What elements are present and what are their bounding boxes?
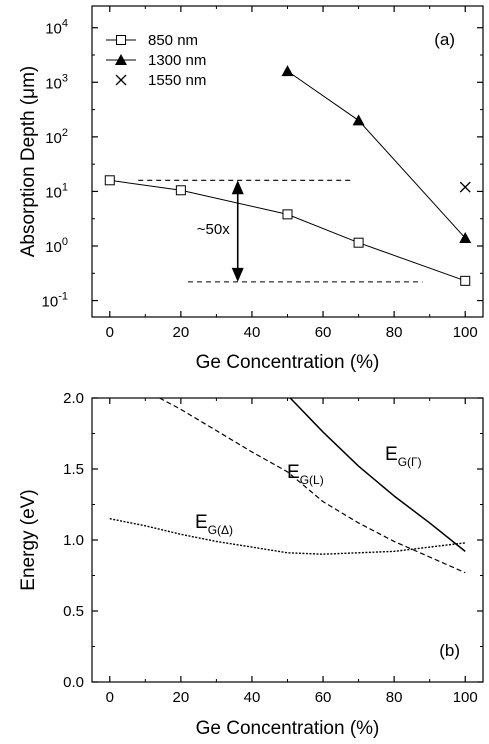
legend-label-2: 1550 nm — [148, 72, 206, 89]
x-tick-label-a: 60 — [315, 324, 332, 341]
data-point-series-1 — [281, 65, 294, 77]
data-point-series-1 — [459, 232, 472, 244]
series-line-1 — [287, 70, 466, 239]
y-tick-label-a: 100 — [45, 236, 68, 256]
x-tick-label-b: 80 — [386, 689, 403, 706]
panel-label-b: (b) — [439, 641, 460, 660]
curve-label-subscript: G(Δ) — [208, 523, 233, 537]
y-tick-exponent: 4 — [62, 18, 68, 30]
series-line-0 — [109, 179, 466, 282]
curve-label-subscript: G(Γ) — [398, 455, 422, 469]
y-tick-label-b: 0.5 — [63, 603, 84, 620]
legend-marker-0 — [116, 35, 126, 45]
x-tick-label-b: 40 — [244, 689, 261, 706]
data-point-series-0 — [282, 209, 293, 220]
curve-label-2: EG(Δ) — [195, 512, 233, 537]
curve-label-main: E — [287, 462, 300, 483]
x-axis-label-a: Ge Concentration (%) — [196, 352, 380, 373]
legend-marker-2 — [115, 74, 127, 86]
legend-label-0: 850 nm — [148, 32, 198, 49]
y-axis-label-a: Absorption Depth (μm) — [18, 66, 39, 258]
curve-label-main: E — [195, 512, 208, 533]
y-tick-exponent: -1 — [58, 291, 68, 303]
x-tick-label-b: 100 — [453, 689, 478, 706]
y-axis-label-prefix: Absorption Depth ( — [18, 98, 39, 257]
data-point-series-2 — [459, 181, 471, 193]
y-tick-exponent: 0 — [62, 236, 68, 248]
x-tick-label-a: 100 — [453, 324, 478, 341]
y-tick-base: 10 — [45, 75, 62, 92]
plot-frame-b — [91, 397, 484, 683]
annotation-arrow-head-up — [231, 180, 244, 195]
y-axis-label-unit: μm — [18, 72, 39, 99]
curve-label-subscript: G(L) — [300, 473, 324, 487]
y-tick-label-a: 101 — [45, 181, 68, 201]
x-tick-label-a: 20 — [173, 324, 190, 341]
series-curve-solid — [289, 398, 466, 552]
y-tick-exponent: 1 — [62, 181, 68, 193]
y-tick-base: 10 — [42, 294, 59, 311]
y-tick-base: 10 — [45, 21, 62, 38]
y-tick-label-a: 102 — [45, 127, 68, 147]
series-curve-dotted — [109, 518, 466, 555]
y-axis-label-suffix: ) — [18, 66, 39, 72]
y-tick-exponent: 2 — [62, 127, 68, 139]
legend-marker-1 — [115, 54, 127, 65]
data-point-series-0 — [353, 237, 364, 248]
x-tick-label-a: 80 — [386, 324, 403, 341]
y-tick-label-a: 104 — [45, 18, 68, 38]
y-axis-label-b: Energy (eV) — [18, 489, 39, 590]
y-tick-label-a: 103 — [45, 72, 68, 92]
annotation-label: ~50x — [197, 221, 230, 238]
series-curve-dashed — [159, 398, 466, 574]
x-tick-label-b: 20 — [173, 689, 190, 706]
panel-b-chart: 0 20 40 60 80 100 0.0 0.5 1.0 1.5 2.0 Ge Concentrat… — [18, 390, 484, 739]
y-tick-label-b: 0.0 — [63, 674, 84, 691]
curve-label-main: E — [385, 444, 398, 465]
data-point-series-0 — [460, 275, 471, 286]
x-tick-label-b: 60 — [315, 689, 332, 706]
x-tick-label-b: 0 — [106, 689, 114, 706]
y-tick-base: 10 — [45, 184, 62, 201]
legend-label-1: 1300 nm — [148, 52, 206, 69]
y-tick-label-b: 1.5 — [63, 461, 84, 478]
annotation-arrow-head-down — [231, 267, 244, 282]
x-tick-label-a: 40 — [244, 324, 261, 341]
y-tick-label-b: 2.0 — [63, 390, 84, 407]
y-tick-label-a: 10-1 — [42, 291, 68, 311]
y-tick-base: 10 — [45, 239, 62, 256]
data-point-series-0 — [175, 185, 186, 196]
y-tick-exponent: 3 — [62, 72, 68, 84]
panel-label-a: (a) — [434, 30, 455, 49]
y-tick-base: 10 — [45, 130, 62, 147]
data-point-series-1 — [352, 114, 365, 126]
curve-label-0: EG(Γ) — [385, 444, 422, 469]
y-tick-label-b: 1.0 — [63, 532, 84, 549]
curve-label-1: EG(L) — [287, 462, 324, 487]
x-tick-label-a: 0 — [106, 324, 114, 341]
x-axis-label-b: Ge Concentration (%) — [196, 718, 380, 739]
data-point-series-0 — [104, 175, 115, 186]
